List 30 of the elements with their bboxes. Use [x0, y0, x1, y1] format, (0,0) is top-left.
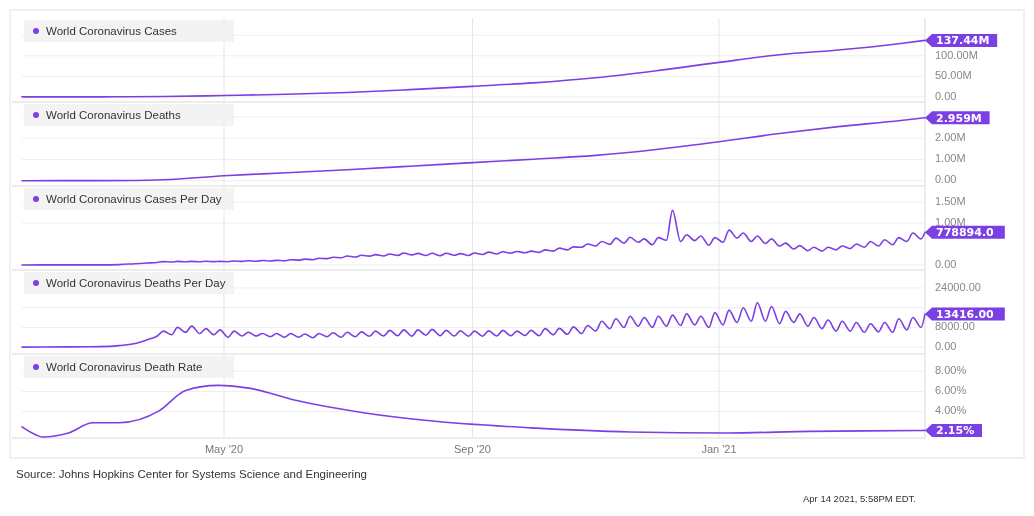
y-tick-label: 8.00% [935, 363, 967, 376]
source-note: Source: Johns Hopkins Center for Systems Science and Engineering [16, 468, 367, 480]
legend-label: World Coronavirus Death Rate [46, 361, 203, 373]
y-tick-label: 0.00 [935, 173, 957, 186]
y-tick-label: 1.00M [935, 152, 966, 165]
legend-label: World Coronavirus Deaths Per Day [46, 277, 226, 289]
text: Apr 14 2021, 5:58PM EDT. [802, 493, 916, 504]
annotation: 2.15% [936, 424, 975, 438]
y-tick-label: 24000.00 [935, 280, 981, 293]
y-tick-label: 4.00% [935, 404, 967, 417]
legend-label: World Coronavirus Cases [46, 25, 178, 37]
y-tick-label: 0.00 [935, 339, 957, 352]
annotation: 2.959M [936, 111, 982, 125]
y-tick-label: 100.00M [935, 48, 978, 61]
y-tick-label: 2.00M [935, 130, 966, 143]
y-tick-label: 50.00M [935, 69, 972, 82]
y-tick-label: 1.50M [935, 194, 966, 207]
y-tick-label: 0.00 [935, 89, 957, 102]
annotation: 13416.00 [936, 308, 995, 322]
y-tick-label: 0.00 [935, 257, 957, 270]
y-tick-label: 8000.00 [935, 320, 975, 333]
y-tick-label: 1.00M [935, 215, 966, 228]
x-tick-label: Jan '21 [701, 443, 737, 455]
annotation: 778894.0 [936, 226, 995, 240]
x-tick-label: Sep '20 [454, 443, 491, 455]
x-tick-label: May '20 [204, 443, 244, 455]
legend-label: World Coronavirus Cases Per Day [46, 193, 222, 205]
legend-label: World Coronavirus Deaths [46, 109, 181, 121]
y-tick-label: 6.00% [935, 384, 967, 397]
annotation: 137.44M [936, 34, 990, 48]
